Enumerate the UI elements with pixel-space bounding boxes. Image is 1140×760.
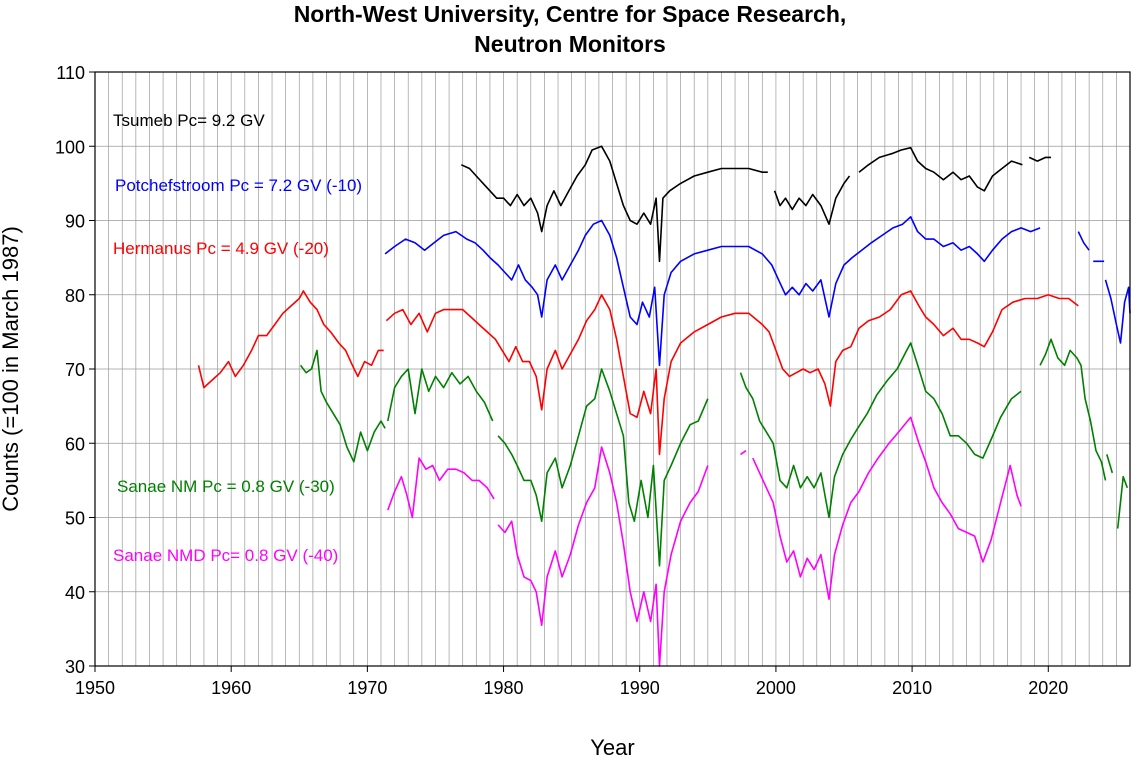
grid xyxy=(95,72,1130,666)
series-line-3 xyxy=(1106,454,1114,474)
series-lines xyxy=(197,145,1131,667)
y-tick-label: 70 xyxy=(65,360,85,380)
series-line-3 xyxy=(299,349,386,463)
y-tick-label: 40 xyxy=(65,583,85,603)
chart-title-line-1: North-West University, Centre for Space … xyxy=(294,1,847,27)
series-line-3 xyxy=(387,368,494,422)
series-line-0 xyxy=(858,146,1023,192)
series-line-2 xyxy=(385,290,1079,456)
y-axis-ticks: 30 40 50 60 70 80 90 100 110 xyxy=(55,63,95,677)
x-axis-ticks: 1950 1960 1970 1980 1990 2000 2010 2020 xyxy=(75,666,1068,698)
series-line-4 xyxy=(740,450,747,456)
series-line-0 xyxy=(773,175,851,225)
series-label-3: Sanae NM Pc = 0.8 GV (-30) xyxy=(117,477,335,496)
series-line-0 xyxy=(460,145,768,263)
chart-title: North-West University, Centre for Space … xyxy=(294,1,847,57)
series-line-3 xyxy=(1116,475,1129,529)
x-tick-label: 1970 xyxy=(347,678,387,698)
y-tick-label: 100 xyxy=(55,137,85,157)
series-line-3 xyxy=(739,342,1022,519)
y-tick-label: 80 xyxy=(65,286,85,306)
series-line-2 xyxy=(197,290,384,389)
y-tick-label: 110 xyxy=(56,63,85,83)
series-line-1 xyxy=(384,216,1041,367)
series-line-1 xyxy=(1104,279,1131,344)
x-tick-label: 1980 xyxy=(484,678,524,698)
y-tick-label: 90 xyxy=(65,212,85,232)
series-label-0: Tsumeb Pc= 9.2 GV xyxy=(113,111,265,130)
series-label-4: Sanae NMD Pc= 0.8 GV (-40) xyxy=(113,546,338,565)
series-label-2: Hermanus Pc = 4.9 GV (-20) xyxy=(113,239,329,258)
series-line-3 xyxy=(497,368,709,567)
series-line-4 xyxy=(497,446,709,667)
x-tick-label: 1950 xyxy=(75,678,115,698)
series-line-4 xyxy=(387,457,495,519)
series-line-1 xyxy=(1077,231,1090,251)
x-axis-label: Year xyxy=(590,735,634,760)
y-axis-label: Counts (=100 in March 1987) xyxy=(0,226,23,512)
x-tick-label: 1960 xyxy=(211,678,251,698)
x-tick-label: 2020 xyxy=(1028,678,1068,698)
series-line-3 xyxy=(1039,338,1107,481)
x-tick-label: 2010 xyxy=(892,678,932,698)
y-tick-label: 60 xyxy=(65,434,85,454)
series-line-0 xyxy=(1028,156,1051,162)
y-tick-label: 30 xyxy=(65,657,85,677)
x-tick-label: 1990 xyxy=(620,678,660,698)
series-label-1: Potchefstroom Pc = 7.2 GV (-10) xyxy=(115,176,362,195)
x-tick-label: 2000 xyxy=(756,678,796,698)
series-labels: Tsumeb Pc= 9.2 GV Potchefstroom Pc = 7.2 … xyxy=(113,111,362,565)
series-line-4 xyxy=(752,416,1022,600)
y-tick-label: 50 xyxy=(65,509,85,529)
chart-title-line-2: Neutron Monitors xyxy=(474,31,666,57)
